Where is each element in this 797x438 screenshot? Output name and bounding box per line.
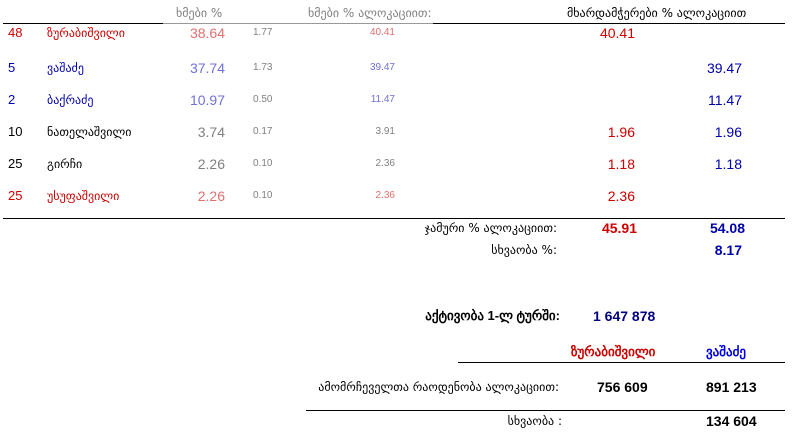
votes-pct-alloc: 2.36 xyxy=(375,190,395,201)
supporters-blue: 1.96 xyxy=(714,124,742,140)
row-number: 5 xyxy=(8,60,16,75)
votes-pct: 37.74 xyxy=(189,60,225,76)
supporters-blue: 39.47 xyxy=(706,60,742,76)
totals-divider xyxy=(3,218,785,219)
voters-blue: 891 213 xyxy=(706,379,757,395)
header-divider xyxy=(3,23,163,24)
totals-label: ჯამური % ალოკაციით: xyxy=(424,221,557,235)
candidate-name: ნათელაშვილი xyxy=(47,125,132,139)
candidate-name: გირჩი xyxy=(47,157,83,171)
diff-pct-value: 8.17 xyxy=(714,242,742,258)
supporters-red: 40.41 xyxy=(599,25,635,41)
row-number: 25 xyxy=(8,188,23,203)
voters-diff-value: 134 604 xyxy=(706,413,757,429)
votes-pct-alloc: 3.91 xyxy=(375,126,395,137)
supporters-red: 2.36 xyxy=(607,188,635,204)
header-votes-pct: ხმები % xyxy=(176,6,223,20)
allocation-delta: 0.50 xyxy=(253,94,273,105)
votes-pct: 38.64 xyxy=(189,25,225,41)
allocation-delta: 1.73 xyxy=(253,62,273,73)
candidate-red-header: ზურაბიშვილი xyxy=(571,344,656,359)
candidate-name: უსუფაშვილი xyxy=(47,189,120,203)
supporters-blue: 1.18 xyxy=(714,156,742,172)
header-supporters-pct-alloc: მხარდამჭერები % ალოკაციით xyxy=(567,6,747,20)
votes-pct: 2.26 xyxy=(197,156,225,172)
supporters-blue: 11.47 xyxy=(708,92,742,108)
voters-label: ამომრჩეველთა რაოდენობა ალოკაციით: xyxy=(318,380,559,394)
totals-red: 45.91 xyxy=(601,220,637,236)
header-votes-pct-alloc: ხმები % ალოკაციით: xyxy=(308,6,432,20)
candidate-name: ზურაბიშვილი xyxy=(47,26,125,40)
row-number: 10 xyxy=(8,124,23,139)
allocation-delta: 0.17 xyxy=(253,126,273,137)
header-divider xyxy=(433,23,785,24)
candidate-name: ვაშაძე xyxy=(47,61,84,75)
totals-blue: 54.08 xyxy=(709,220,745,236)
votes-pct: 10.97 xyxy=(189,92,225,108)
voters-diff-label: სხვაობა : xyxy=(507,414,562,428)
row-number: 2 xyxy=(8,92,16,107)
votes-pct-alloc: 2.36 xyxy=(375,158,395,169)
candidate-blue-header: ვაშაძე xyxy=(706,344,746,359)
allocation-delta: 0.10 xyxy=(253,158,273,169)
diff-pct-label: სხვაობა %: xyxy=(491,243,557,257)
row-number: 25 xyxy=(8,156,23,171)
supporters-red: 1.96 xyxy=(607,124,635,140)
header-divider-gray xyxy=(163,23,433,24)
candidates-divider xyxy=(458,362,785,363)
voters-divider xyxy=(306,410,785,411)
turnout-value: 1 647 878 xyxy=(593,308,656,324)
votes-pct-alloc: 39.47 xyxy=(369,62,395,73)
votes-pct-alloc: 11.47 xyxy=(370,94,395,105)
votes-pct: 3.74 xyxy=(197,124,225,140)
votes-pct: 2.26 xyxy=(197,188,225,204)
voters-red: 756 609 xyxy=(597,379,648,395)
allocation-delta: 0.10 xyxy=(253,190,273,201)
supporters-red: 1.18 xyxy=(607,156,635,172)
allocation-delta: 1.77 xyxy=(253,27,273,38)
turnout-label: აქტივობა 1-ლ ტურში: xyxy=(425,308,560,323)
votes-pct-alloc: 40.41 xyxy=(369,27,395,38)
candidate-name: ბაქრაძე xyxy=(47,93,94,107)
row-number: 48 xyxy=(8,25,23,40)
